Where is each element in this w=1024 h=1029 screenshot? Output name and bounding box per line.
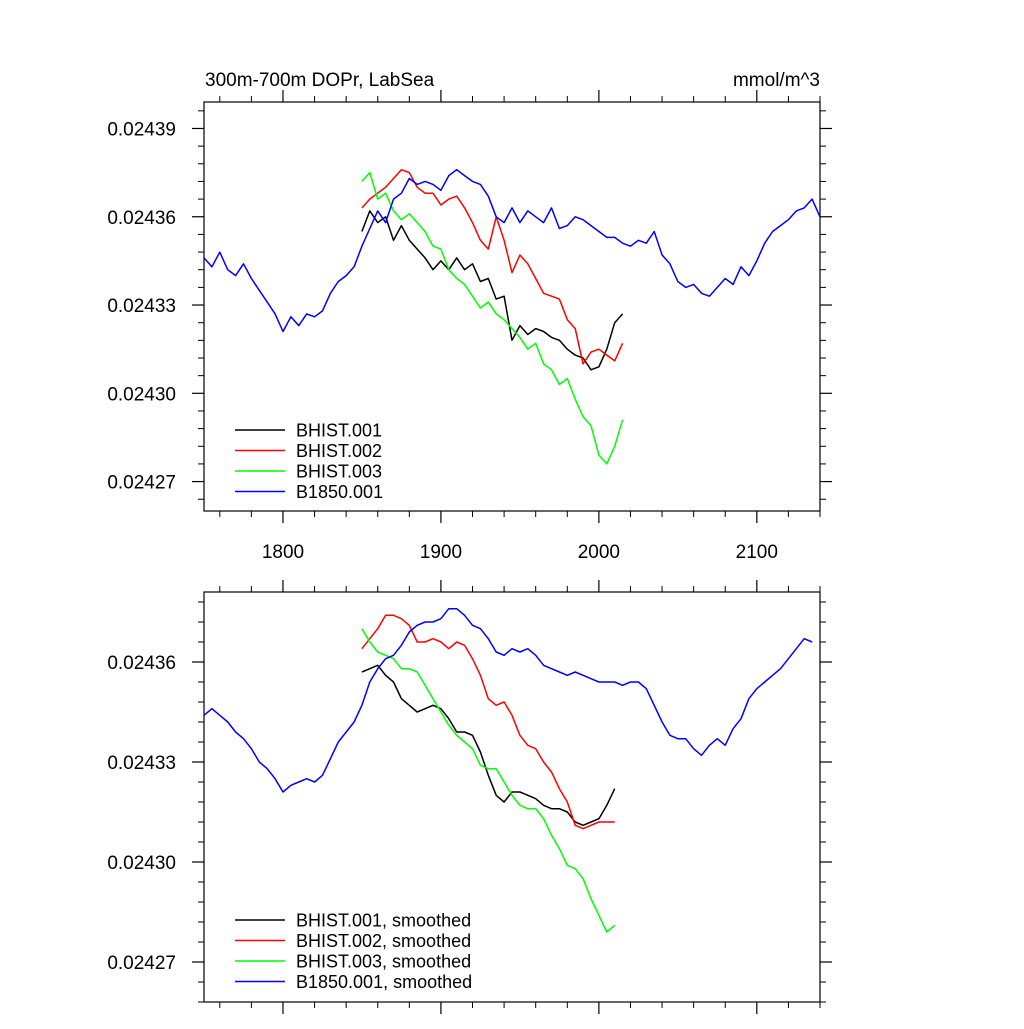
legend-label: BHIST.002, smoothed xyxy=(296,931,471,951)
legend-label: BHIST.002 xyxy=(296,441,382,461)
legend-label: BHIST.003, smoothed xyxy=(296,952,471,972)
legend-label: BHIST.001 xyxy=(296,421,382,441)
top-series-group xyxy=(203,168,821,465)
series-line-bhist-002 xyxy=(361,168,624,365)
y-tick-label: 0.02439 xyxy=(107,119,176,140)
bottom-panel: 0.02427 0.02430 0.02433 0.02436 BHIST.001, … xyxy=(107,580,832,1014)
y-tick-label: 0.02430 xyxy=(107,384,176,405)
top-panel: 300m-700m DOPr, LabSea mmol/m^3 1800 1900… xyxy=(107,70,832,563)
series-line-b1850-001 xyxy=(203,168,821,333)
legend-label: BHIST.003 xyxy=(296,462,382,482)
y-tick-label: 0.02433 xyxy=(107,753,176,774)
top-panel-units: mmol/m^3 xyxy=(733,70,820,91)
y-tick-label: 0.02427 xyxy=(107,473,176,494)
legend-label: B1850.001 xyxy=(296,482,383,502)
series-line-b1850-001-smoothed xyxy=(203,607,813,793)
y-tick-label: 0.02436 xyxy=(107,208,176,229)
y-tick-label: 0.02427 xyxy=(107,953,176,974)
series-line-bhist-001 xyxy=(361,210,624,371)
legend-label: B1850.001, smoothed xyxy=(296,972,472,992)
bottom-plot-frame xyxy=(203,591,821,1003)
y-tick-label: 0.02436 xyxy=(107,653,176,674)
top-panel-title: 300m-700m DOPr, LabSea xyxy=(205,70,435,91)
x-tick-label: 2100 xyxy=(736,542,778,563)
y-tick-label: 0.02433 xyxy=(107,296,176,317)
series-line-bhist-003 xyxy=(361,171,624,465)
series-line-bhist-003-smoothed xyxy=(361,628,616,933)
top-axis-ticks: 1800 1900 2000 2100 0.02427 0.02430 0.02433 0.0… xyxy=(107,90,832,563)
x-tick-label: 1800 xyxy=(262,542,304,563)
y-tick-label: 0.02430 xyxy=(107,853,176,874)
bottom-axis-ticks: 0.02427 0.02430 0.02433 0.02436 xyxy=(107,580,832,1014)
legend-label: BHIST.001, smoothed xyxy=(296,911,471,931)
top-plot-frame xyxy=(203,101,821,512)
bottom-series-group xyxy=(203,607,813,933)
series-line-bhist-002-smoothed xyxy=(361,614,615,830)
x-tick-label: 1900 xyxy=(420,542,462,563)
series-line-bhist-001-smoothed xyxy=(361,664,616,827)
x-tick-label: 2000 xyxy=(578,542,620,563)
